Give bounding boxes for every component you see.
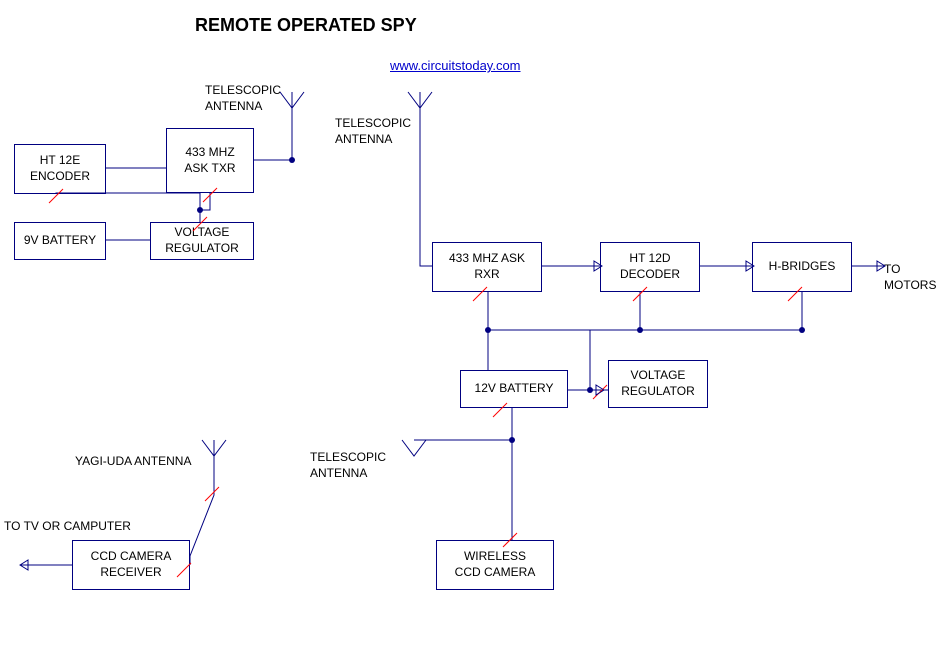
block-ccd-receiver: CCD CAMERARECEIVER	[72, 540, 190, 590]
block-9v-battery: 9V BATTERY	[14, 222, 106, 260]
block-ask-txr: 433 MHZASK TXR	[166, 128, 254, 193]
block-voltage-reg-tx: VOLTAGEREGULATOR	[150, 222, 254, 260]
label-telescopic-antenna-1: TELESCOPICANTENNA	[205, 83, 281, 114]
label-telescopic-antenna-3: TELESCOPICANTENNA	[310, 450, 386, 481]
source-link[interactable]: www.circuitstoday.com	[390, 58, 521, 73]
block-ht12e-encoder: HT 12EENCODER	[14, 144, 106, 194]
page-title: REMOTE OPERATED SPY	[195, 15, 417, 36]
label-to-tv: TO TV OR CAMPUTER	[4, 519, 131, 535]
label-to-motors: TO MOTORS	[884, 262, 952, 293]
block-12v-battery: 12V BATTERY	[460, 370, 568, 408]
block-ht12d-decoder: HT 12DDECODER	[600, 242, 700, 292]
block-ask-rxr: 433 MHZ ASKRXR	[432, 242, 542, 292]
label-yagi-antenna: YAGI-UDA ANTENNA	[75, 454, 191, 470]
block-voltage-reg-rx: VOLTAGEREGULATOR	[608, 360, 708, 408]
block-h-bridges: H-BRIDGES	[752, 242, 852, 292]
block-wireless-ccd: WIRELESSCCD CAMERA	[436, 540, 554, 590]
label-telescopic-antenna-2: TELESCOPICANTENNA	[335, 116, 411, 147]
